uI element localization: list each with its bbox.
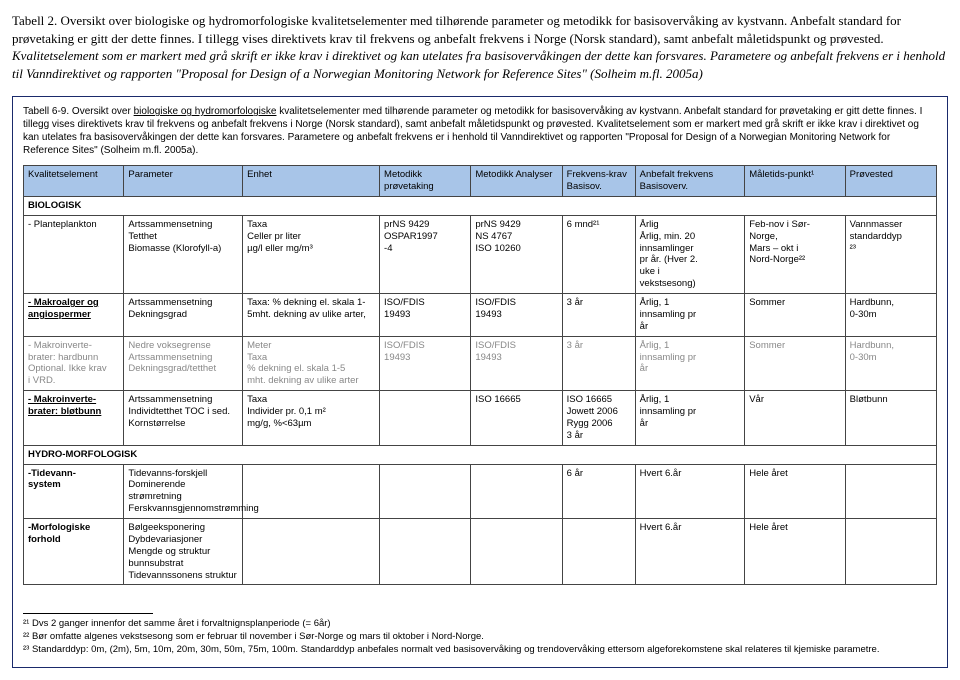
table-cell: ISO/FDIS19493 xyxy=(380,336,471,391)
footnote-rule xyxy=(23,613,153,614)
table-row: -MorfologiskeforholdBølgeeksponeringDybd… xyxy=(24,519,937,585)
table-row: -Tidevann-systemTidevanns-forskjellDomin… xyxy=(24,464,937,519)
table-cell: 3 år xyxy=(562,336,635,391)
table-cell: 6 år xyxy=(562,464,635,519)
figure-box: Tabell 6-9. Oversikt over biologiske og … xyxy=(12,96,948,668)
table-row: - PlanteplanktonArtssammensetningTetthet… xyxy=(24,215,937,293)
footnote: ²² Bør omfatte algenes vekstsesong som e… xyxy=(23,631,937,644)
table-cell xyxy=(562,519,635,585)
footnote: ²³ Standarddyp: 0m, (2m), 5m, 10m, 20m, … xyxy=(23,644,937,657)
table-cell: 3 år xyxy=(562,294,635,337)
section-cell: BIOLOGISK xyxy=(24,196,937,215)
inner-caption: Tabell 6-9. Oversikt over biologiske og … xyxy=(23,105,937,157)
table-body: BIOLOGISK- PlanteplanktonArtssammensetni… xyxy=(24,196,937,585)
column-header: Metodikk prøvetaking xyxy=(380,166,471,197)
table-cell: prNS 9429NS 4767ISO 10260 xyxy=(471,215,562,293)
table-row: - Makroalger ogangiospermerArtssammenset… xyxy=(24,294,937,337)
table-cell: Tidevanns-forskjellDominerende strømretn… xyxy=(124,464,243,519)
table-cell: Årlig, 1innsamling prår xyxy=(635,391,745,446)
table-cell: -Tidevann-system xyxy=(24,464,124,519)
table-cell: Bløtbunn xyxy=(845,391,936,446)
table-cell: Sommer xyxy=(745,336,845,391)
table-row: BIOLOGISK xyxy=(24,196,937,215)
table-header-row: KvalitetselementParameterEnhetMetodikk p… xyxy=(24,166,937,197)
table-row: - Makroinverte-brater: hardbunnOptional.… xyxy=(24,336,937,391)
column-header: Anbefalt frekvens Basisoverv. xyxy=(635,166,745,197)
table-cell: Taxa: % dekning el. skala 1-5mht. deknin… xyxy=(243,294,380,337)
table-cell xyxy=(380,391,471,446)
table-cell: prNS 9429OSPAR1997-4 xyxy=(380,215,471,293)
table-cell: BølgeeksponeringDybdevariasjonerMengde o… xyxy=(124,519,243,585)
table-cell: Feb-nov i Sør-Norge,Mars – okt iNord-Nor… xyxy=(745,215,845,293)
column-header: Kvalitetselement xyxy=(24,166,124,197)
table-cell: Vannmasserstandarddyp²³ xyxy=(845,215,936,293)
table-cell: TaxaCeller pr literµg/l eller mg/m³ xyxy=(243,215,380,293)
table-cell: - Makroinverte-brater: hardbunnOptional.… xyxy=(24,336,124,391)
table-cell: Sommer xyxy=(745,294,845,337)
table-cell xyxy=(380,519,471,585)
table-cell: Nedre voksegrenseArtssammensetningDeknin… xyxy=(124,336,243,391)
table-cell: -Morfologiskeforhold xyxy=(24,519,124,585)
table-cell: ISO/FDIS19493 xyxy=(471,294,562,337)
table-cell xyxy=(471,519,562,585)
column-header: Frekvens-krav Basisov. xyxy=(562,166,635,197)
table-cell: ArtssammensetningIndividtetthet TOC i se… xyxy=(124,391,243,446)
column-header: Parameter xyxy=(124,166,243,197)
footnote: ²¹ Dvs 2 ganger innenfor det samme året … xyxy=(23,618,937,631)
table-cell: Hvert 6.år xyxy=(635,464,745,519)
table-cell: MeterTaxa% dekning el. skala 1-5mht. dek… xyxy=(243,336,380,391)
table-cell xyxy=(845,464,936,519)
table-cell: ISO 16665Jowett 2006Rygg 20063 år xyxy=(562,391,635,446)
column-header: Enhet xyxy=(243,166,380,197)
quality-table: KvalitetselementParameterEnhetMetodikk p… xyxy=(23,165,937,585)
table-cell: ISO 16665 xyxy=(471,391,562,446)
table-cell: TaxaIndivider pr. 0,1 m²mg/g, %<63µm xyxy=(243,391,380,446)
table-cell: ArtssammensetningDekningsgrad xyxy=(124,294,243,337)
table-row: HYDRO-MORFOLOGISK xyxy=(24,445,937,464)
column-header: Måletids-punkt¹ xyxy=(745,166,845,197)
table-cell: Årlig, 1innsamling prår xyxy=(635,294,745,337)
table-cell xyxy=(243,464,380,519)
table-cell xyxy=(845,519,936,585)
table-cell xyxy=(380,464,471,519)
table-cell: - Planteplankton xyxy=(24,215,124,293)
table-row: - Makroinverte-brater: bløtbunnArtssamme… xyxy=(24,391,937,446)
table-cell xyxy=(243,519,380,585)
table-cell: Årlig, 1innsamling prår xyxy=(635,336,745,391)
table-cell: ISO/FDIS19493 xyxy=(471,336,562,391)
table-cell: Hardbunn,0-30m xyxy=(845,336,936,391)
column-header: Prøvested xyxy=(845,166,936,197)
table-cell: ISO/FDIS19493 xyxy=(380,294,471,337)
table-cell: - Makroinverte-brater: bløtbunn xyxy=(24,391,124,446)
table-cell: Hvert 6.år xyxy=(635,519,745,585)
table-cell: ArtssammensetningTetthetBiomasse (Klorof… xyxy=(124,215,243,293)
section-cell: HYDRO-MORFOLOGISK xyxy=(24,445,937,464)
outer-caption: Tabell 2. Oversikt over biologiske og hy… xyxy=(12,12,948,82)
table-cell: Hele året xyxy=(745,519,845,585)
table-cell: - Makroalger ogangiospermer xyxy=(24,294,124,337)
table-cell xyxy=(471,464,562,519)
table-cell: Hardbunn,0-30m xyxy=(845,294,936,337)
footnotes: ²¹ Dvs 2 ganger innenfor det samme året … xyxy=(23,613,937,656)
table-cell: ÅrligÅrlig, min. 20innsamlingerpr år. (H… xyxy=(635,215,745,293)
table-cell: Vår xyxy=(745,391,845,446)
table-cell: 6 mnd²¹ xyxy=(562,215,635,293)
table-cell: Hele året xyxy=(745,464,845,519)
column-header: Metodikk Analyser xyxy=(471,166,562,197)
